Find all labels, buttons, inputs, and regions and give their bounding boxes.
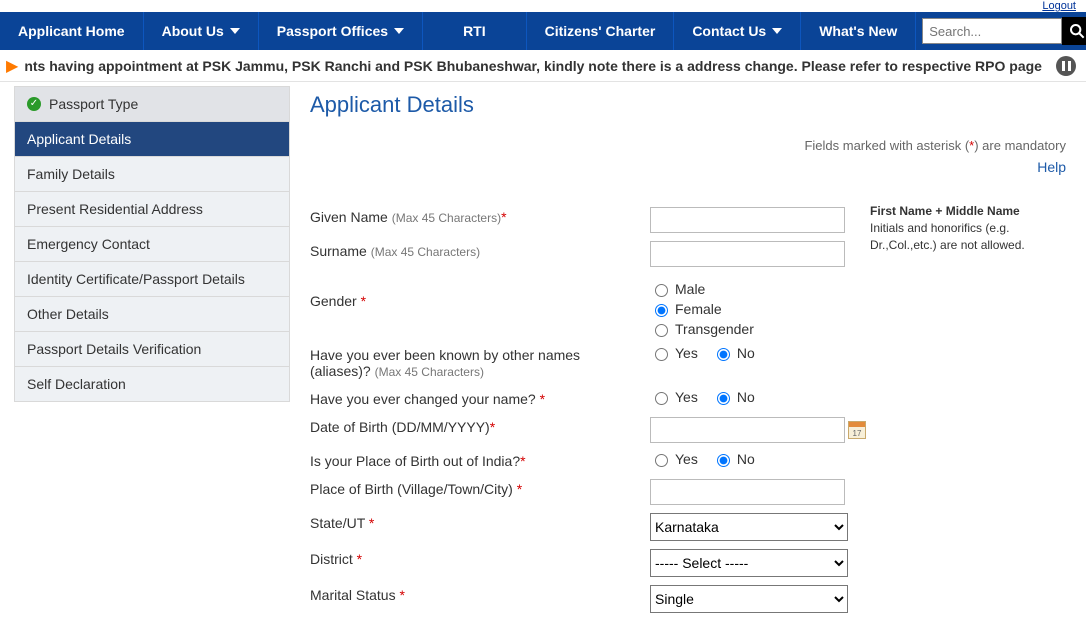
pob-out-radio-group: Yes No [650, 451, 1066, 467]
given-name-input[interactable] [650, 207, 845, 233]
state-select[interactable]: Karnataka [650, 513, 848, 541]
alias-label: Have you ever been known by other names … [310, 341, 640, 385]
sidebar-item-emergency-contact[interactable]: Emergency Contact [15, 227, 289, 262]
gender-female-radio[interactable] [655, 304, 668, 317]
nav-contact-us[interactable]: Contact Us [674, 12, 801, 50]
nav-label: About Us [162, 23, 224, 39]
sidebar-item-present-address[interactable]: Present Residential Address [15, 192, 289, 227]
marquee-arrow-icon: ▶ [0, 56, 24, 76]
chevron-down-icon [394, 28, 404, 34]
pob-input[interactable] [650, 479, 845, 505]
gender-male-radio[interactable] [655, 284, 668, 297]
help-link[interactable]: Help [1037, 159, 1066, 175]
sidebar-item-self-declaration[interactable]: Self Declaration [15, 367, 289, 401]
dob-label: Date of Birth (DD/MM/YYYY)* [310, 413, 640, 447]
calendar-icon[interactable]: 17 [848, 421, 866, 439]
alias-yes-radio[interactable] [655, 348, 668, 361]
state-label: State/UT * [310, 509, 640, 545]
marquee-text: nts having appointment at PSK Jammu, PSK… [24, 58, 1046, 74]
pob-out-no-radio[interactable] [717, 454, 730, 467]
nav-label: RTI [463, 23, 486, 39]
search-wrap [916, 12, 1086, 50]
sidebar-item-other-details[interactable]: Other Details [15, 297, 289, 332]
pob-out-yes-option[interactable]: Yes [650, 451, 698, 467]
sidebar-item-identity-details[interactable]: Identity Certificate/Passport Details [15, 262, 289, 297]
dob-input[interactable] [650, 417, 845, 443]
mandatory-note: Fields marked with asterisk (*) are mand… [310, 138, 1066, 153]
marital-select[interactable]: Single [650, 585, 848, 613]
nav-passport-offices[interactable]: Passport Offices [259, 12, 423, 50]
nav-citizens-charter[interactable]: Citizens' Charter [527, 12, 675, 50]
namechange-no-option[interactable]: No [712, 389, 755, 405]
gender-transgender-option[interactable]: Transgender [650, 321, 754, 337]
nav-label: Applicant Home [18, 23, 125, 39]
marquee-bar: ▶ nts having appointment at PSK Jammu, P… [0, 50, 1086, 82]
surname-input[interactable] [650, 241, 845, 267]
pob-label: Place of Birth (Village/Town/City) * [310, 475, 640, 509]
marital-label: Marital Status * [310, 581, 640, 617]
alias-radio-group: Yes No [650, 345, 1066, 361]
pob-out-no-option[interactable]: No [712, 451, 755, 467]
gender-male-option[interactable]: Male [650, 281, 705, 297]
district-label: District * [310, 545, 640, 581]
chevron-down-icon [230, 28, 240, 34]
gender-female-option[interactable]: Female [650, 301, 722, 317]
alias-no-radio[interactable] [717, 348, 730, 361]
sidebar-item-applicant-details[interactable]: Applicant Details [15, 122, 289, 157]
nav-label: Citizens' Charter [545, 23, 656, 39]
sidebar-item-label: Passport Type [49, 96, 138, 112]
check-icon: ✓ [27, 97, 41, 111]
namechange-yes-radio[interactable] [655, 392, 668, 405]
nav-label: Passport Offices [277, 23, 388, 39]
pob-out-yes-radio[interactable] [655, 454, 668, 467]
marquee-pause-button[interactable] [1056, 56, 1076, 76]
alias-no-option[interactable]: No [712, 345, 755, 361]
surname-label: Surname (Max 45 Characters) [310, 237, 640, 271]
namechange-no-radio[interactable] [717, 392, 730, 405]
alias-yes-option[interactable]: Yes [650, 345, 698, 361]
nav-rti[interactable]: RTI [423, 12, 527, 50]
gender-label: Gender * [310, 271, 640, 341]
pob-out-label: Is your Place of Birth out of India?* [310, 447, 640, 475]
search-icon [1069, 23, 1085, 39]
sidebar-item-passport-verification[interactable]: Passport Details Verification [15, 332, 289, 367]
nav-applicant-home[interactable]: Applicant Home [0, 12, 144, 50]
sidebar-item-family-details[interactable]: Family Details [15, 157, 289, 192]
district-select[interactable]: ----- Select ----- [650, 549, 848, 577]
page-title: Applicant Details [310, 92, 1066, 118]
namechange-yes-option[interactable]: Yes [650, 389, 698, 405]
main-panel: Applicant Details Fields marked with ast… [290, 86, 1086, 637]
namechange-radio-group: Yes No [650, 389, 1066, 405]
search-button[interactable] [1062, 17, 1086, 45]
gender-radio-group: Male Female Transgender [650, 281, 1066, 337]
nav-whats-new[interactable]: What's New [801, 12, 916, 50]
chevron-down-icon [772, 28, 782, 34]
nav-label: Contact Us [692, 23, 766, 39]
gender-trans-radio[interactable] [655, 324, 668, 337]
namechange-label: Have you ever changed your name? * [310, 385, 640, 413]
sidebar: ✓ Passport Type Applicant Details Family… [14, 86, 290, 402]
search-input[interactable] [922, 18, 1062, 44]
nav-about-us[interactable]: About Us [144, 12, 259, 50]
name-hint-note: First Name + Middle Name Initials and ho… [870, 203, 1066, 271]
nav-label: What's New [819, 23, 897, 39]
logout-link[interactable]: Logout [0, 0, 1086, 12]
sidebar-item-passport-type[interactable]: ✓ Passport Type [15, 87, 289, 122]
navbar: Applicant Home About Us Passport Offices… [0, 12, 1086, 50]
given-name-label: Given Name (Max 45 Characters)* [310, 203, 640, 237]
